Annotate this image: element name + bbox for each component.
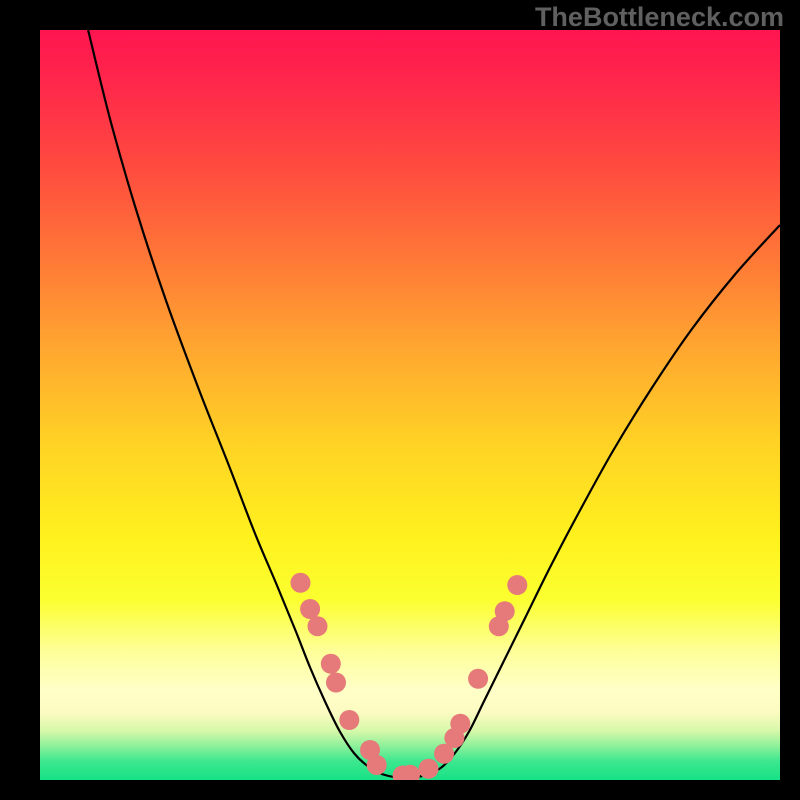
watermark-text: TheBottleneck.com — [535, 2, 784, 33]
gradient-background — [40, 30, 780, 780]
plot-area — [40, 30, 780, 780]
